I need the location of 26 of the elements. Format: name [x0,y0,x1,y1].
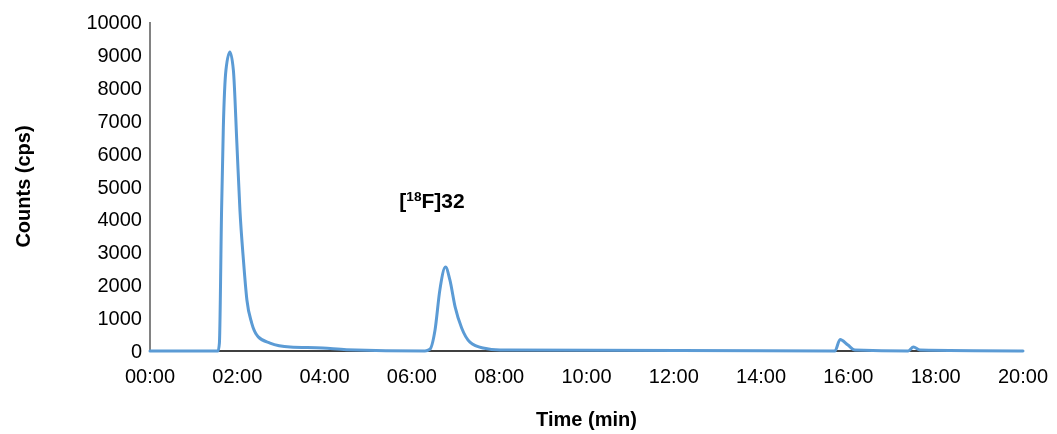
y-tick-label: 5000 [97,175,142,198]
x-tick-label: 02:00 [212,365,263,387]
x-tick-label: 20:00 [997,365,1049,387]
x-tick-label: 00:00 [124,365,176,387]
y-tick-label: 8000 [97,76,142,99]
y-tick-label: 4000 [97,208,142,231]
y-tick-label: 0 [130,340,142,362]
y-tick-label: 7000 [97,109,142,132]
y-axis-title: Counts (cps) [12,125,34,248]
y-tick-label: 10000 [86,11,142,33]
x-axis-title: Time (min) [536,408,637,430]
y-tick-label: 9000 [97,43,142,66]
x-tick-label: 16:00 [823,365,874,387]
y-tick-label: 3000 [97,241,142,264]
y-tick-label: 2000 [97,274,142,297]
annotation: [$^{18}$F]32 [399,188,465,212]
x-tick-label: 04:00 [299,365,350,387]
x-tick-label: 08:00 [474,365,525,387]
x-tick-label: 06:00 [386,365,437,387]
line-series [148,50,1025,353]
y-tick-label: 6000 [97,142,142,165]
x-tick-label: 10:00 [561,365,612,387]
y-tick-label: 1000 [97,307,142,330]
x-tick-label: 14:00 [736,365,787,387]
x-tick-label: 18:00 [910,365,961,387]
x-tick-label: 12:00 [648,365,699,387]
